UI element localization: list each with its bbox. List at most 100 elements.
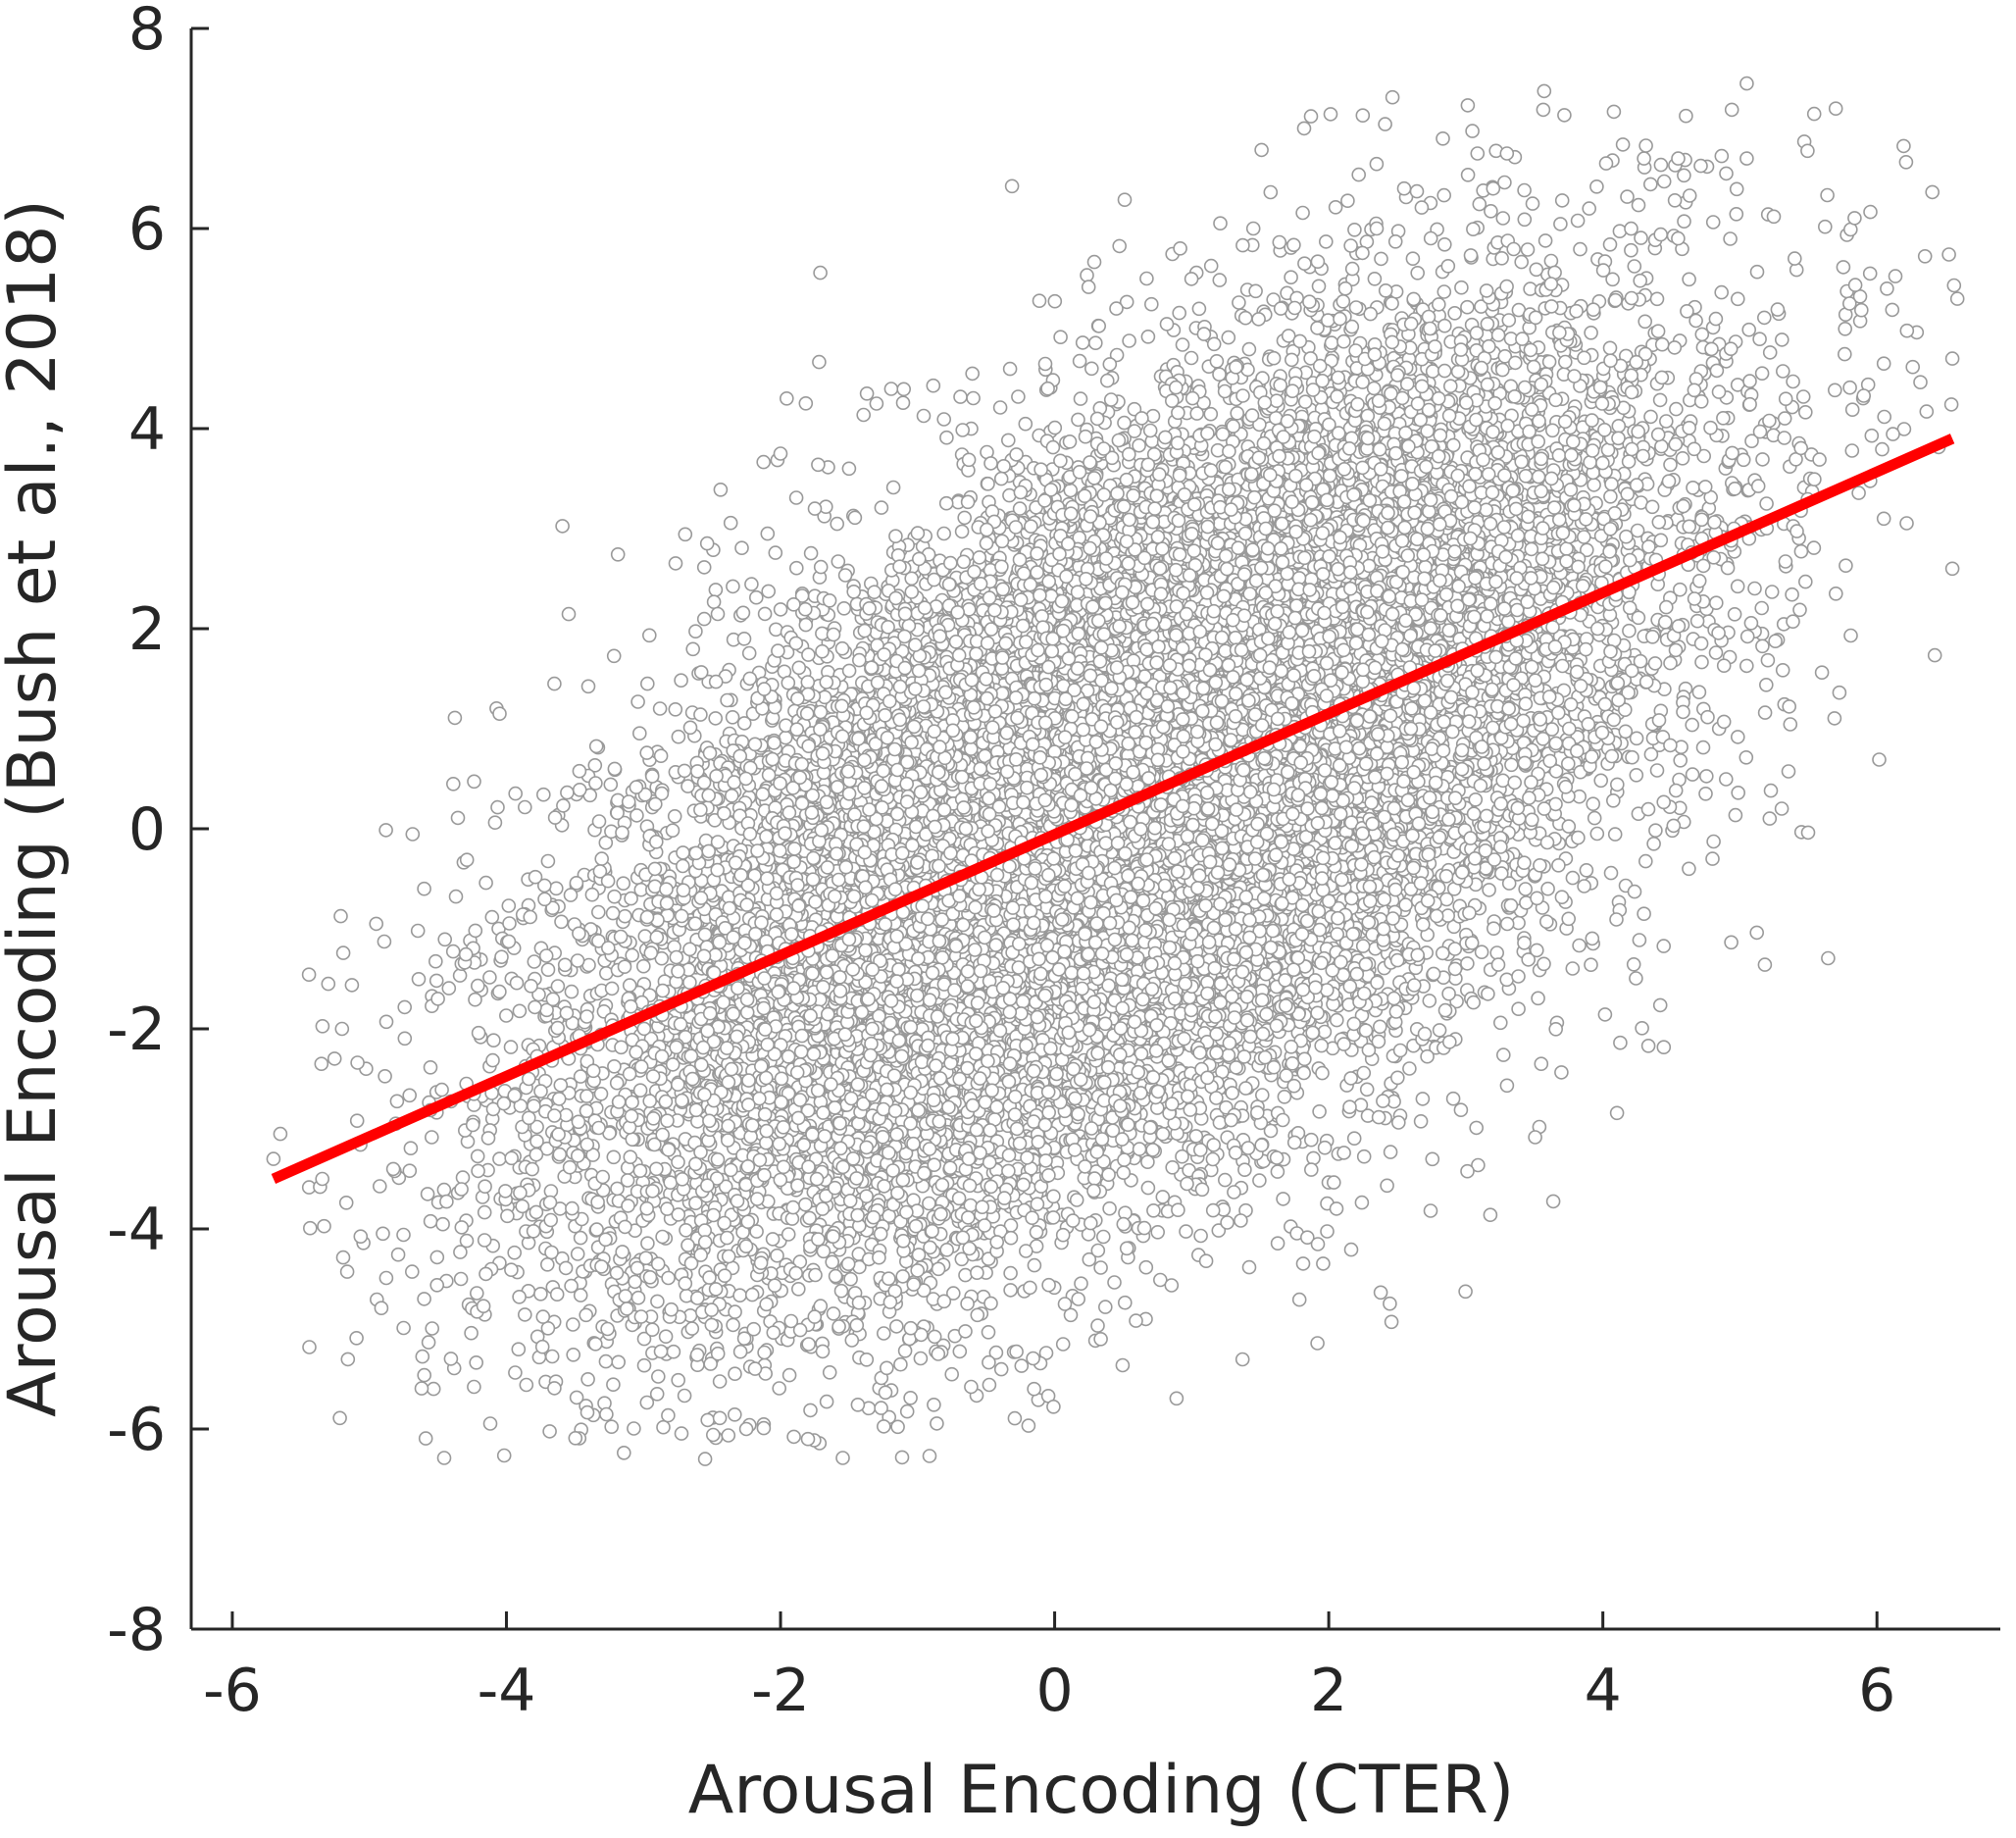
data-point xyxy=(1520,242,1536,257)
data-point xyxy=(498,1008,514,1023)
data-point xyxy=(966,390,981,406)
data-point xyxy=(315,1171,330,1187)
data-point xyxy=(1073,391,1088,406)
data-point xyxy=(1602,340,1618,356)
data-point xyxy=(1557,108,1572,123)
data-point xyxy=(639,676,655,691)
data-point xyxy=(1838,321,1852,336)
data-point xyxy=(1905,359,1920,375)
data-point xyxy=(1792,602,1807,618)
data-point xyxy=(344,978,360,993)
data-point xyxy=(1213,216,1228,230)
data-point xyxy=(424,1130,439,1145)
data-point xyxy=(822,1365,837,1380)
data-point xyxy=(507,1245,523,1260)
data-point xyxy=(469,1286,484,1301)
data-point xyxy=(539,1257,555,1272)
data-point xyxy=(1295,205,1310,221)
data-point xyxy=(1496,1047,1511,1062)
data-point xyxy=(302,1220,318,1236)
data-point xyxy=(502,916,517,931)
data-point xyxy=(396,1227,411,1243)
data-point xyxy=(1607,827,1623,842)
data-point xyxy=(349,1331,364,1346)
data-point xyxy=(1374,251,1388,267)
data-point xyxy=(1471,1157,1486,1173)
data-point xyxy=(1319,234,1334,249)
data-point xyxy=(1795,389,1811,404)
data-point xyxy=(335,1250,351,1265)
data-point xyxy=(1668,642,1684,658)
data-point xyxy=(1252,1173,1267,1188)
data-point xyxy=(1839,558,1853,574)
data-point xyxy=(1696,448,1711,464)
data-point xyxy=(467,774,481,790)
data-point xyxy=(1495,211,1511,226)
data-point xyxy=(1354,1195,1370,1210)
data-point xyxy=(781,1227,796,1242)
data-point xyxy=(1169,1391,1184,1406)
data-point xyxy=(666,1344,681,1359)
data-point xyxy=(1613,1035,1628,1050)
data-point xyxy=(1303,109,1319,124)
data-point xyxy=(1347,223,1362,237)
data-point xyxy=(1612,224,1628,238)
data-point xyxy=(700,1412,716,1428)
data-point xyxy=(1754,600,1769,616)
data-point xyxy=(1593,773,1608,789)
data-point xyxy=(1003,1283,1018,1298)
data-point xyxy=(1075,335,1090,350)
data-point xyxy=(665,823,680,839)
data-point xyxy=(426,1381,441,1397)
data-point xyxy=(836,600,852,616)
data-point xyxy=(482,1416,498,1431)
data-point xyxy=(1724,935,1739,950)
data-point xyxy=(641,628,657,643)
data-point xyxy=(958,1267,973,1283)
data-point xyxy=(1410,265,1425,281)
data-point xyxy=(1749,264,1765,280)
data-point xyxy=(548,881,564,896)
data-point xyxy=(1453,1102,1469,1117)
data-point xyxy=(1585,931,1600,946)
data-point xyxy=(464,1325,479,1341)
data-point xyxy=(452,968,468,983)
data-point xyxy=(1638,314,1652,330)
data-point xyxy=(1775,662,1790,678)
data-point xyxy=(944,1366,960,1382)
data-point xyxy=(953,389,968,404)
data-point xyxy=(1413,1114,1429,1129)
data-point xyxy=(1021,1418,1036,1433)
data-point xyxy=(1270,1236,1285,1251)
data-point xyxy=(883,382,899,396)
data-point xyxy=(772,1381,787,1396)
data-point xyxy=(1001,433,1016,448)
data-point xyxy=(1798,404,1813,420)
data-point xyxy=(580,1372,595,1387)
data-point xyxy=(671,1372,686,1388)
data-point xyxy=(1291,1292,1307,1307)
data-point xyxy=(554,914,569,930)
data-point xyxy=(1489,945,1504,960)
data-point xyxy=(417,1367,432,1383)
data-point xyxy=(606,648,622,664)
data-point xyxy=(1782,699,1796,714)
data-point xyxy=(1159,317,1175,332)
data-point xyxy=(590,904,606,920)
data-point xyxy=(843,1271,858,1287)
data-point xyxy=(1090,1318,1105,1333)
data-point xyxy=(1270,1164,1285,1179)
data-point xyxy=(1465,124,1480,138)
data-point xyxy=(913,1351,929,1366)
data-point xyxy=(1063,483,1079,498)
data-point xyxy=(1843,628,1858,643)
data-point xyxy=(1080,268,1094,282)
data-point xyxy=(1055,1337,1071,1352)
data-point xyxy=(1482,883,1496,897)
data-point xyxy=(1139,271,1154,286)
data-point xyxy=(1638,138,1653,153)
data-point xyxy=(1863,204,1878,220)
data-point xyxy=(1220,1215,1235,1230)
